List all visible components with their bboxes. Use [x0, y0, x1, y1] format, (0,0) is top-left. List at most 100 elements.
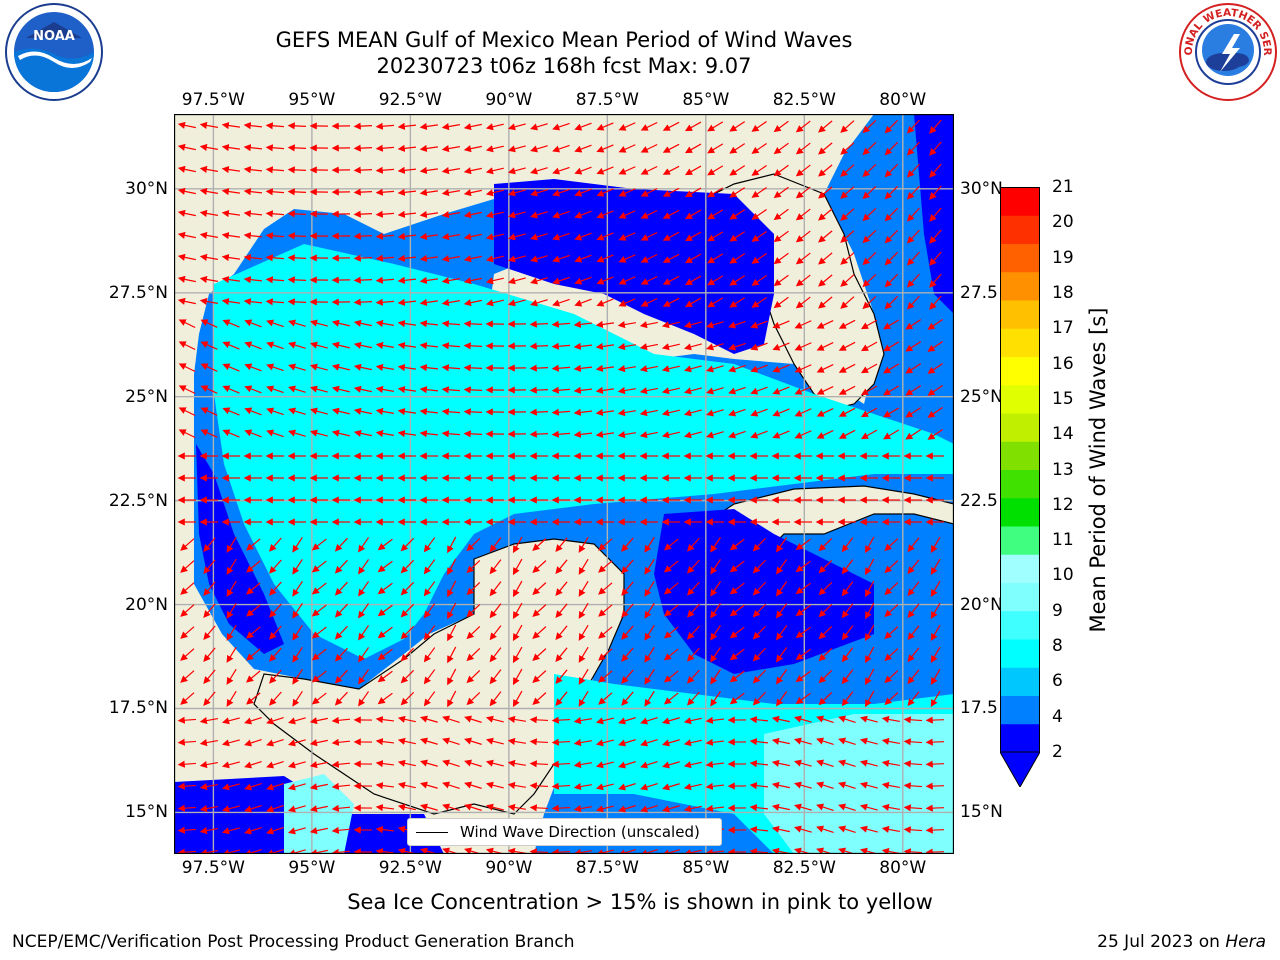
wind-arrow [532, 692, 547, 705]
wind-arrow [177, 275, 196, 283]
wind-arrow [177, 716, 197, 724]
wind-arrow [684, 121, 702, 132]
wind-arrow [662, 717, 680, 725]
wind-arrow [705, 760, 725, 768]
wind-arrow [178, 363, 196, 373]
wind-arrow [507, 781, 526, 790]
wind-arrow [400, 647, 415, 662]
footer-host: Hera [1225, 932, 1266, 952]
colorbar-segment [1000, 215, 1040, 244]
wind-arrow [288, 319, 306, 327]
colorbar-segment [1000, 497, 1040, 527]
wind-arrow [795, 626, 811, 639]
wind-arrow [865, 646, 875, 664]
wind-arrow [618, 805, 636, 813]
wind-arrow [927, 318, 943, 330]
wind-arrow [244, 739, 262, 747]
wind-arrow [485, 167, 504, 175]
wind-arrow [816, 781, 834, 790]
wind-arrow [442, 781, 460, 790]
wind-arrow [485, 781, 504, 789]
wind-arrow [596, 210, 614, 219]
colorbar-tick-label: 2 [1052, 742, 1063, 762]
wind-arrow [375, 385, 394, 393]
wind-arrow [907, 559, 920, 575]
wind-arrow [292, 558, 303, 575]
wind-arrow [662, 297, 680, 307]
wind-arrow [203, 669, 216, 684]
gridlines [174, 114, 954, 854]
wind-arrow [598, 582, 613, 595]
wind-arrow [507, 145, 526, 153]
y-tick-label-left: 30°N [125, 178, 168, 199]
wind-arrow [925, 848, 945, 854]
wind-arrow [463, 211, 482, 219]
wind-arrow [705, 716, 725, 724]
wind-arrow [881, 759, 900, 767]
wind-arrow [686, 625, 700, 640]
wind-arrow [617, 342, 636, 351]
wind-arrow [686, 669, 700, 684]
wind-arrow [287, 717, 306, 725]
wind-arrow [595, 761, 614, 769]
wind-arrow [358, 669, 370, 685]
wind-arrow [595, 430, 615, 439]
wind-arrow [644, 646, 655, 663]
wind-arrow [662, 187, 680, 197]
wind-arrow [466, 604, 481, 618]
wind-arrow [884, 560, 899, 574]
wind-arrow [489, 537, 502, 553]
wind-arrow [265, 232, 285, 240]
wind-arrow [752, 691, 766, 706]
wind-arrow [397, 715, 416, 723]
wind-arrow [818, 296, 833, 309]
wind-arrow [706, 321, 724, 329]
wind-arrow [862, 230, 877, 244]
x-tick-label-bottom: 85°W [682, 858, 730, 878]
wind-wave-arrows [177, 119, 945, 854]
wind-arrow [222, 341, 240, 350]
wind-arrow [199, 297, 218, 306]
y-tick-label-left: 22.5°N [108, 490, 168, 511]
wind-arrow [683, 431, 702, 439]
wind-arrow [266, 826, 284, 835]
y-tick-label-right: 27.5 [960, 282, 998, 303]
wind-arrow [178, 385, 196, 395]
wind-arrow [464, 803, 482, 811]
wind-arrow [555, 691, 568, 707]
wind-arrow [841, 603, 854, 619]
wind-arrow [706, 365, 724, 373]
wind-arrow [423, 559, 436, 575]
wind-arrow [375, 782, 395, 790]
wind-arrow [662, 275, 680, 285]
wind-arrow [618, 144, 636, 153]
wind-arrow [199, 275, 218, 284]
wind-arrow [397, 429, 417, 438]
wind-arrow [331, 385, 350, 393]
wind-arrow [573, 804, 592, 813]
wind-arrow [706, 387, 724, 395]
x-tick-label-bottom: 87.5°W [575, 858, 639, 878]
wind-arrow [618, 254, 636, 263]
wind-arrow [178, 407, 196, 417]
wind-arrow [441, 232, 460, 241]
wind-arrow [729, 582, 745, 595]
wind-arrow [574, 232, 592, 241]
wind-arrow [795, 604, 811, 617]
wind-arrow [266, 738, 284, 747]
wind-arrow [375, 276, 395, 284]
wind-arrow [684, 143, 702, 154]
wind-arrow [200, 429, 218, 438]
wind-arrow [818, 669, 833, 684]
wind-arrow [530, 211, 548, 219]
sea-ice-note: Sea Ice Concentration > 15% is shown in … [347, 890, 933, 914]
wind-arrow [618, 717, 636, 725]
wind-arrow [489, 647, 502, 663]
wind-arrow [353, 385, 372, 393]
wind-arrow [794, 364, 812, 373]
wind-arrow [906, 295, 920, 310]
wind-arrow [292, 624, 303, 641]
wind-arrow [532, 604, 547, 617]
wind-arrow [244, 341, 262, 350]
wind-arrow [639, 387, 658, 395]
